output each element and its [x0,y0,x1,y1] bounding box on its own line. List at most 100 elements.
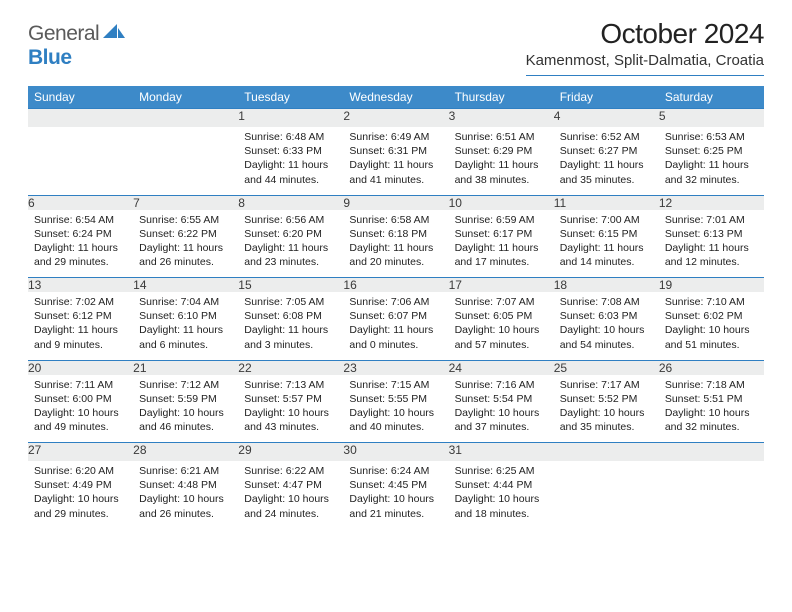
day-body-cell: Sunrise: 6:54 AMSunset: 6:24 PMDaylight:… [28,210,133,278]
day-body-cell: Sunrise: 7:00 AMSunset: 6:15 PMDaylight:… [554,210,659,278]
day-number-cell [28,109,133,128]
week-body-row: Sunrise: 6:20 AMSunset: 4:49 PMDaylight:… [28,461,764,529]
daylight-text-1: Daylight: 10 hours [34,492,127,506]
sunrise-text: Sunrise: 6:48 AM [244,130,337,144]
week-daynum-row: 20212223242526 [28,360,764,375]
daylight-text-1: Daylight: 10 hours [349,406,442,420]
day-number-cell: 27 [28,443,133,462]
daylight-text-2: and 3 minutes. [244,338,337,352]
daylight-text-2: and 9 minutes. [34,338,127,352]
sunrise-text: Sunrise: 6:25 AM [455,464,548,478]
day-details: Sunrise: 6:20 AMSunset: 4:49 PMDaylight:… [28,461,133,525]
sunrise-text: Sunrise: 7:05 AM [244,295,337,309]
day-details: Sunrise: 6:21 AMSunset: 4:48 PMDaylight:… [133,461,238,525]
month-title: October 2024 [526,18,764,50]
daylight-text-2: and 57 minutes. [455,338,548,352]
sunset-text: Sunset: 5:55 PM [349,392,442,406]
daylight-text-2: and 12 minutes. [665,255,758,269]
daylight-text-2: and 40 minutes. [349,420,442,434]
sunset-text: Sunset: 5:51 PM [665,392,758,406]
day-number-cell: 5 [659,109,764,128]
logo-word-1: General [28,22,99,45]
daylight-text-1: Daylight: 10 hours [139,406,232,420]
day-details: Sunrise: 6:22 AMSunset: 4:47 PMDaylight:… [238,461,343,525]
week-daynum-row: 2728293031 [28,443,764,462]
day-number-cell: 26 [659,360,764,375]
day-body-cell: Sunrise: 6:59 AMSunset: 6:17 PMDaylight:… [449,210,554,278]
sunset-text: Sunset: 4:44 PM [455,478,548,492]
daylight-text-1: Daylight: 11 hours [139,241,232,255]
day-body-cell: Sunrise: 7:10 AMSunset: 6:02 PMDaylight:… [659,292,764,360]
daylight-text-1: Daylight: 10 hours [560,406,653,420]
sunset-text: Sunset: 6:24 PM [34,227,127,241]
sunset-text: Sunset: 4:47 PM [244,478,337,492]
sunrise-text: Sunrise: 6:54 AM [34,213,127,227]
day-body-cell [28,127,133,195]
day-number-cell: 24 [449,360,554,375]
day-header: Tuesday [238,86,343,109]
day-number-cell: 8 [238,195,343,210]
daylight-text-2: and 35 minutes. [560,420,653,434]
day-header: Thursday [449,86,554,109]
daylight-text-2: and 35 minutes. [560,173,653,187]
day-number-cell: 17 [449,278,554,293]
daylight-text-1: Daylight: 11 hours [349,323,442,337]
sunrise-text: Sunrise: 7:13 AM [244,378,337,392]
day-body-cell: Sunrise: 7:08 AMSunset: 6:03 PMDaylight:… [554,292,659,360]
sunset-text: Sunset: 4:49 PM [34,478,127,492]
day-number-cell [554,443,659,462]
sunset-text: Sunset: 5:54 PM [455,392,548,406]
day-body-cell: Sunrise: 6:25 AMSunset: 4:44 PMDaylight:… [449,461,554,529]
daylight-text-1: Daylight: 11 hours [34,241,127,255]
week-body-row: Sunrise: 6:48 AMSunset: 6:33 PMDaylight:… [28,127,764,195]
sunrise-text: Sunrise: 7:12 AM [139,378,232,392]
day-details: Sunrise: 6:55 AMSunset: 6:22 PMDaylight:… [133,210,238,274]
daylight-text-2: and 26 minutes. [139,507,232,521]
sunrise-text: Sunrise: 7:08 AM [560,295,653,309]
day-details: Sunrise: 7:17 AMSunset: 5:52 PMDaylight:… [554,375,659,439]
day-body-cell: Sunrise: 6:56 AMSunset: 6:20 PMDaylight:… [238,210,343,278]
daylight-text-1: Daylight: 10 hours [244,406,337,420]
daylight-text-1: Daylight: 11 hours [244,323,337,337]
daylight-text-1: Daylight: 10 hours [244,492,337,506]
sunset-text: Sunset: 6:18 PM [349,227,442,241]
sunset-text: Sunset: 6:08 PM [244,309,337,323]
daylight-text-2: and 51 minutes. [665,338,758,352]
week-body-row: Sunrise: 7:02 AMSunset: 6:12 PMDaylight:… [28,292,764,360]
daylight-text-1: Daylight: 10 hours [455,323,548,337]
sunrise-text: Sunrise: 7:18 AM [665,378,758,392]
daylight-text-2: and 23 minutes. [244,255,337,269]
day-number-cell: 14 [133,278,238,293]
daylight-text-1: Daylight: 11 hours [455,158,548,172]
daylight-text-1: Daylight: 10 hours [560,323,653,337]
daylight-text-2: and 49 minutes. [34,420,127,434]
day-details: Sunrise: 7:04 AMSunset: 6:10 PMDaylight:… [133,292,238,356]
day-body-cell: Sunrise: 6:24 AMSunset: 4:45 PMDaylight:… [343,461,448,529]
daylight-text-2: and 6 minutes. [139,338,232,352]
day-number-cell: 4 [554,109,659,128]
day-details: Sunrise: 7:00 AMSunset: 6:15 PMDaylight:… [554,210,659,274]
day-details: Sunrise: 6:54 AMSunset: 6:24 PMDaylight:… [28,210,133,274]
sunrise-text: Sunrise: 7:06 AM [349,295,442,309]
title-block: October 2024 Kamenmost, Split-Dalmatia, … [526,18,764,80]
week-body-row: Sunrise: 6:54 AMSunset: 6:24 PMDaylight:… [28,210,764,278]
daylight-text-1: Daylight: 11 hours [560,158,653,172]
daylight-text-1: Daylight: 11 hours [349,158,442,172]
daylight-text-1: Daylight: 11 hours [665,241,758,255]
daylight-text-1: Daylight: 10 hours [665,323,758,337]
daylight-text-1: Daylight: 11 hours [244,158,337,172]
day-details: Sunrise: 6:56 AMSunset: 6:20 PMDaylight:… [238,210,343,274]
day-details: Sunrise: 7:11 AMSunset: 6:00 PMDaylight:… [28,375,133,439]
calendar-body: 12345Sunrise: 6:48 AMSunset: 6:33 PMDayl… [28,109,764,530]
week-daynum-row: 12345 [28,109,764,128]
day-body-cell: Sunrise: 7:18 AMSunset: 5:51 PMDaylight:… [659,375,764,443]
day-number-cell: 16 [343,278,448,293]
daylight-text-1: Daylight: 10 hours [455,406,548,420]
header: GeneralBlue October 2024 Kamenmost, Spli… [28,18,764,80]
sunset-text: Sunset: 5:59 PM [139,392,232,406]
day-number-cell: 13 [28,278,133,293]
week-daynum-row: 6789101112 [28,195,764,210]
sunset-text: Sunset: 6:27 PM [560,144,653,158]
day-details: Sunrise: 6:52 AMSunset: 6:27 PMDaylight:… [554,127,659,191]
daylight-text-2: and 44 minutes. [244,173,337,187]
